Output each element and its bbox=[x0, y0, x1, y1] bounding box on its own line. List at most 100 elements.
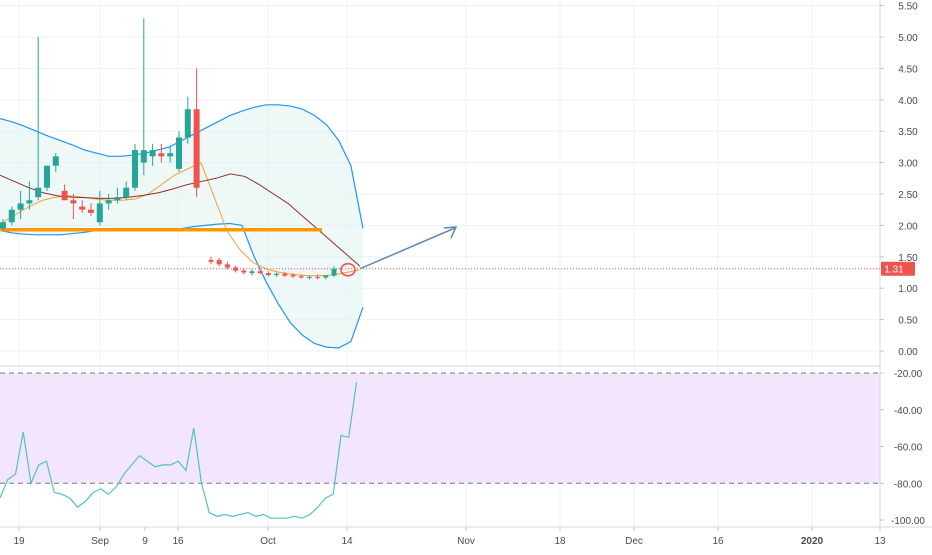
price-tick-label: 4.00 bbox=[898, 96, 918, 107]
time-tick-label: Sep bbox=[91, 536, 109, 547]
candle-body bbox=[96, 203, 103, 223]
candle bbox=[17, 190, 24, 220]
time-tick-label: 9 bbox=[142, 536, 148, 547]
time-tick-label: 2020 bbox=[801, 536, 824, 547]
oscillator-tick-label: -60.00 bbox=[894, 443, 923, 454]
time-tick-label: Nov bbox=[457, 536, 475, 547]
candle-body bbox=[167, 153, 174, 157]
ma-slow-line bbox=[0, 173, 361, 267]
highlight-circle bbox=[340, 262, 356, 277]
candle-body bbox=[140, 150, 147, 163]
current-price-label: 1.31 bbox=[884, 265, 904, 276]
candle-body bbox=[323, 275, 329, 278]
candle bbox=[96, 190, 103, 226]
price-tick-label: 1.00 bbox=[898, 284, 918, 295]
candle-body bbox=[114, 197, 121, 201]
candle bbox=[193, 68, 200, 198]
time-tick-label: 19 bbox=[13, 536, 25, 547]
candle-body bbox=[315, 276, 321, 278]
candle-body bbox=[176, 137, 182, 169]
time-tick-label: Dec bbox=[625, 536, 643, 547]
candle-body bbox=[123, 187, 130, 198]
bollinger-fill bbox=[0, 104, 363, 348]
candle bbox=[149, 143, 156, 166]
projection-arrow bbox=[359, 227, 456, 270]
candle bbox=[52, 153, 59, 173]
candle-body bbox=[0, 222, 6, 229]
candle bbox=[70, 194, 77, 220]
candle-body bbox=[184, 109, 191, 138]
candle bbox=[35, 37, 42, 201]
candle bbox=[282, 271, 288, 277]
candle bbox=[265, 271, 271, 277]
candle bbox=[167, 146, 174, 163]
candle bbox=[79, 200, 86, 213]
candle-body bbox=[44, 165, 50, 188]
candle bbox=[158, 143, 165, 163]
candle-body bbox=[35, 187, 42, 198]
candle bbox=[216, 258, 222, 267]
candle-body bbox=[208, 259, 214, 262]
candle-body bbox=[249, 271, 255, 274]
candle-body bbox=[331, 268, 337, 276]
candle bbox=[208, 256, 214, 265]
oscillator-tick-label: -80.00 bbox=[894, 479, 923, 490]
candle bbox=[224, 261, 230, 270]
candle bbox=[233, 265, 239, 273]
oscillator-axis: -20.00 -40.00 -60.00 -80.00 -100.00 bbox=[880, 369, 925, 527]
candle-body bbox=[79, 206, 86, 210]
candle-body bbox=[298, 276, 304, 278]
price-tick-label: 0.50 bbox=[898, 316, 918, 327]
candle bbox=[140, 18, 147, 176]
candle-body bbox=[132, 150, 138, 188]
candle bbox=[315, 274, 321, 280]
time-tick-label: 18 bbox=[554, 536, 566, 547]
candle bbox=[88, 203, 94, 216]
candle-body bbox=[8, 209, 15, 223]
price-tick-label: 2.00 bbox=[898, 221, 918, 232]
oscillator-tick-label: -40.00 bbox=[894, 406, 923, 417]
candles bbox=[0, 18, 337, 280]
candle-body bbox=[257, 271, 263, 274]
candle bbox=[44, 165, 50, 191]
candle-body bbox=[149, 150, 156, 157]
price-tick-label: 3.00 bbox=[898, 159, 918, 170]
candle bbox=[61, 184, 68, 201]
price-tick-label: 5.50 bbox=[898, 2, 918, 13]
candle bbox=[184, 96, 191, 144]
candle-body bbox=[274, 273, 280, 276]
candle-body bbox=[17, 203, 24, 210]
candle bbox=[114, 187, 121, 204]
oscillator-tick-label: -100.00 bbox=[891, 516, 925, 527]
price-tick-label: 3.50 bbox=[898, 127, 918, 138]
candle bbox=[123, 181, 130, 201]
time-tick-label: 14 bbox=[341, 536, 353, 547]
candle bbox=[323, 275, 329, 280]
candle-body bbox=[216, 259, 222, 265]
candle-body bbox=[282, 273, 288, 276]
candle bbox=[274, 272, 280, 277]
candle bbox=[132, 143, 138, 191]
time-tick-label: 16 bbox=[712, 536, 724, 547]
price-tick-label: 1.50 bbox=[898, 253, 918, 264]
candle-body bbox=[105, 200, 112, 204]
candle bbox=[257, 269, 263, 275]
candle bbox=[290, 273, 296, 279]
candle-body bbox=[88, 209, 94, 213]
current-price-badge bbox=[881, 261, 915, 276]
candle bbox=[241, 268, 247, 275]
candle bbox=[8, 206, 15, 226]
time-tick-label: Oct bbox=[260, 536, 276, 547]
candle-body bbox=[193, 109, 200, 188]
price-tick-label: 4.50 bbox=[898, 64, 918, 75]
oscillator-line bbox=[0, 382, 358, 519]
time-axis: 19 Sep 9 16 Oct 14 Nov 18 Dec 16 2020 13 bbox=[13, 527, 886, 547]
candle bbox=[298, 274, 304, 279]
candle bbox=[105, 194, 112, 210]
price-tick-label: 5.00 bbox=[898, 33, 918, 44]
price-tick-label: 2.50 bbox=[898, 190, 918, 201]
candle bbox=[0, 219, 6, 232]
candle-body bbox=[26, 200, 33, 204]
